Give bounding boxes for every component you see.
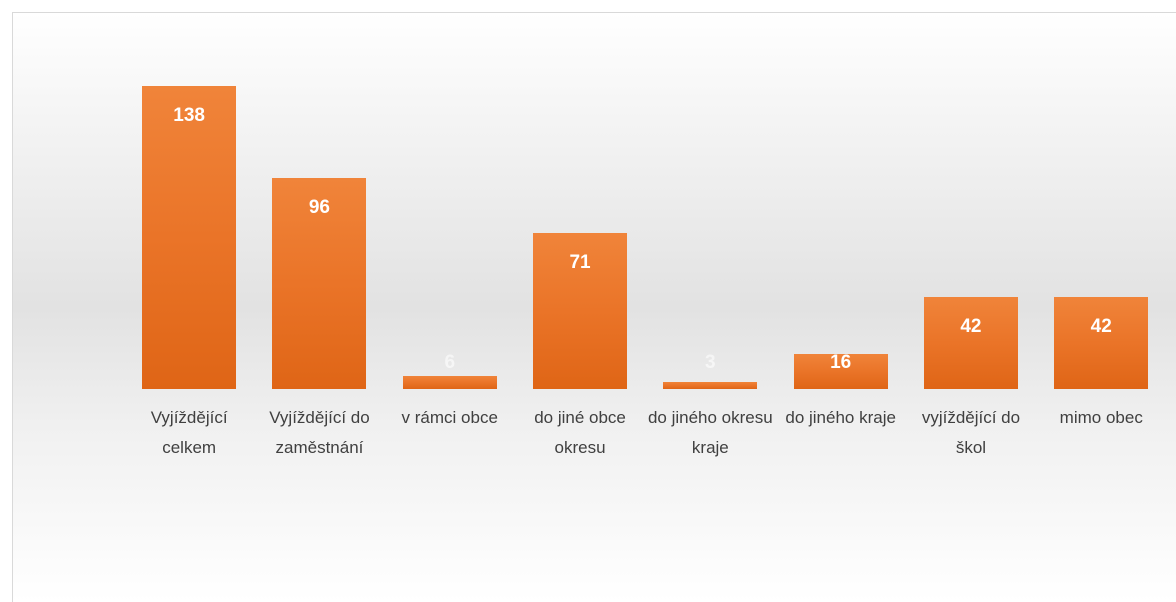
data-label: 3 xyxy=(705,352,716,373)
bar xyxy=(142,86,237,389)
x-tick-label: Vyjíždějící celkem xyxy=(150,408,228,457)
x-tick-label: v rámci obce xyxy=(401,408,498,427)
bar xyxy=(793,353,888,389)
data-label: 16 xyxy=(830,352,852,373)
bar xyxy=(663,382,758,389)
x-tick-label: Vyjíždějící do zaměstnání xyxy=(269,408,370,457)
x-tick-label: vyjíždějící do škol xyxy=(921,408,1021,457)
data-label: 6 xyxy=(444,352,456,373)
data-label: 96 xyxy=(308,197,330,219)
bar xyxy=(923,296,1018,389)
data-label: 42 xyxy=(1090,315,1112,337)
chart: 138 Vyjíždějící celkem 96 Vyjíždějící do za… xyxy=(12,12,1176,602)
x-tick-label: mimo obec xyxy=(1059,408,1143,427)
x-tick-label: do jiného okresu kraje xyxy=(647,408,773,457)
x-tick-label: do jiného kraje xyxy=(785,408,896,427)
data-label: 138 xyxy=(173,105,205,126)
x-tick-label: do jiné obce okresu xyxy=(534,408,626,457)
bar xyxy=(1054,296,1149,389)
bar xyxy=(272,178,367,389)
data-label: 71 xyxy=(569,252,591,274)
bar xyxy=(402,375,497,389)
bar xyxy=(533,233,628,389)
data-label: 42 xyxy=(960,315,982,337)
